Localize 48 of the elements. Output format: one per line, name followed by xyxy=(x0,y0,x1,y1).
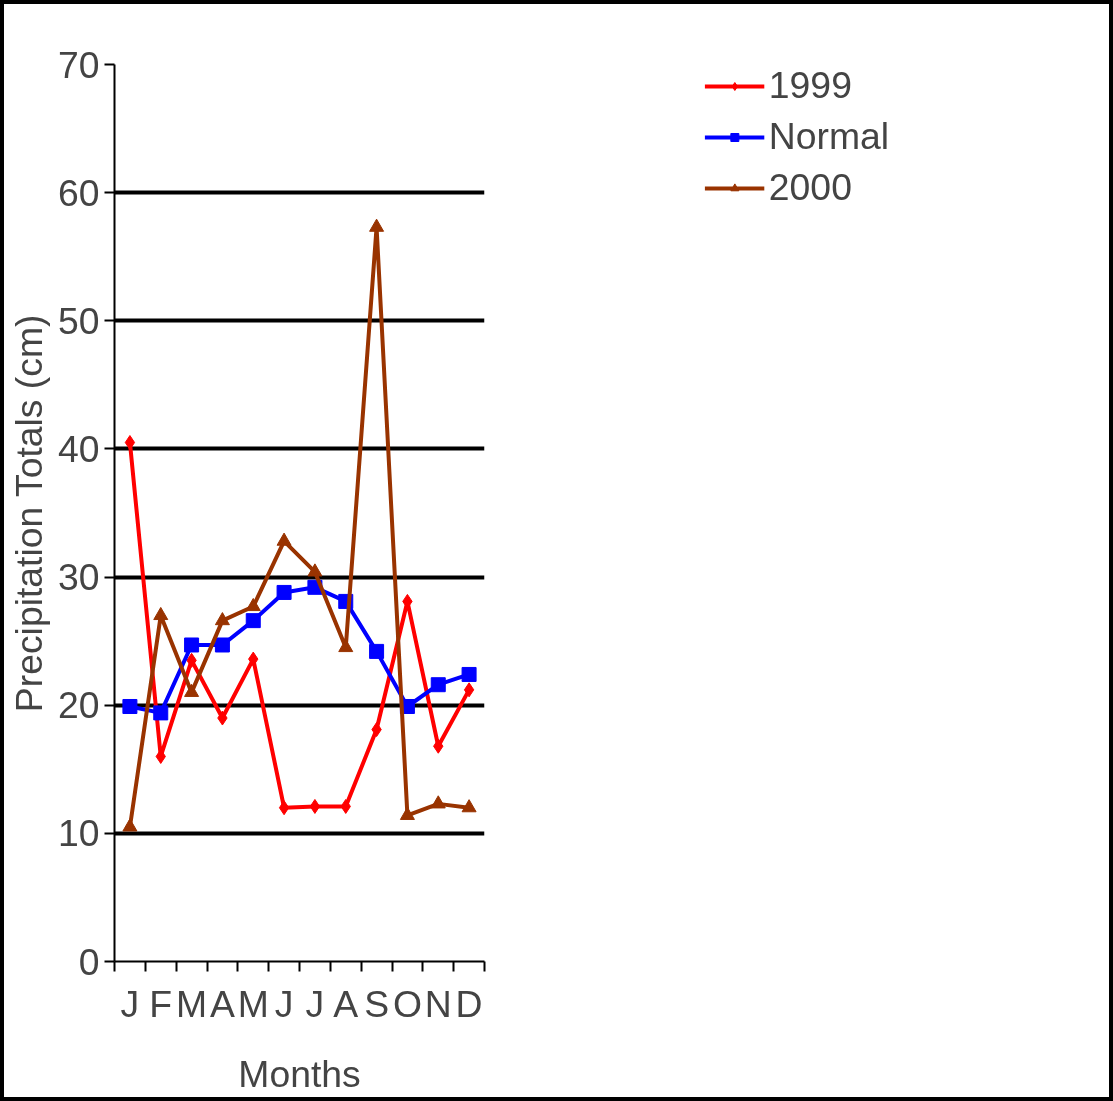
x-tick-label: A xyxy=(333,982,359,1025)
y-tick-label: 0 xyxy=(78,940,100,983)
x-tick-label: M xyxy=(176,982,208,1025)
x-tick-label: M xyxy=(237,982,269,1025)
point xyxy=(309,798,321,814)
y-tick-label: 70 xyxy=(57,43,100,86)
x-tick-label: A xyxy=(209,982,235,1025)
y-tick-label: 10 xyxy=(57,812,100,855)
x-tick-label: F xyxy=(149,982,173,1025)
point xyxy=(184,683,200,697)
point xyxy=(461,799,477,813)
x-tick-label: N xyxy=(424,982,452,1025)
point xyxy=(214,637,230,653)
y-tick-label: 30 xyxy=(57,556,100,599)
point xyxy=(184,637,200,653)
point xyxy=(276,584,292,600)
y-tick-label: 50 xyxy=(57,299,100,342)
point xyxy=(276,532,292,546)
point xyxy=(430,677,446,693)
point xyxy=(463,682,475,698)
point xyxy=(369,643,385,659)
y-tick-label: 40 xyxy=(57,427,100,470)
x-tick-label: J xyxy=(120,982,140,1025)
point xyxy=(245,597,261,612)
point xyxy=(430,795,446,809)
x-tick-label: J xyxy=(274,982,294,1025)
x-tick-label: O xyxy=(392,982,422,1025)
y-tick-label: 20 xyxy=(57,684,100,727)
point xyxy=(122,818,138,832)
y-axis-title: Precipitation Totals (cm) xyxy=(7,314,50,713)
legend-label: 2000 xyxy=(768,166,852,209)
point xyxy=(245,613,261,629)
x-tick-label: J xyxy=(305,982,325,1025)
legend-label: Normal xyxy=(768,115,890,158)
x-axis-title: Months xyxy=(238,1052,361,1095)
point xyxy=(153,705,169,721)
point xyxy=(122,699,138,714)
point xyxy=(369,218,385,232)
point xyxy=(153,606,169,621)
y-tick-label: 60 xyxy=(57,171,100,214)
legend-label: 1999 xyxy=(768,64,852,107)
x-tick-label: D xyxy=(455,982,483,1025)
point xyxy=(307,563,323,577)
point xyxy=(214,612,230,626)
point xyxy=(124,435,136,451)
point xyxy=(278,800,290,816)
point xyxy=(461,666,477,682)
x-tick-label: S xyxy=(364,982,390,1025)
